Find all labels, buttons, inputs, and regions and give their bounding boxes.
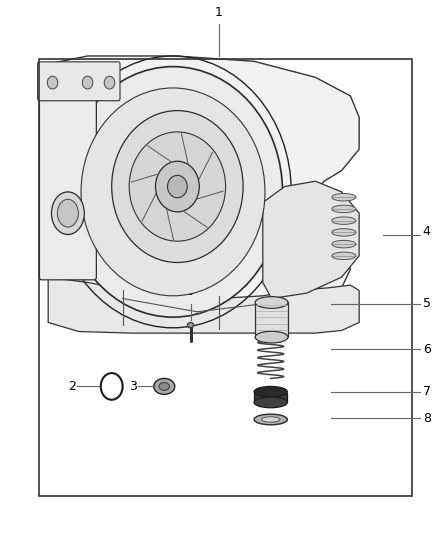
Circle shape <box>47 76 58 89</box>
Ellipse shape <box>155 161 199 212</box>
Bar <box>254 393 287 402</box>
Ellipse shape <box>254 397 287 408</box>
Text: 9: 9 <box>187 286 194 298</box>
Ellipse shape <box>168 175 187 198</box>
Ellipse shape <box>112 111 243 263</box>
Circle shape <box>104 76 115 89</box>
Text: 2: 2 <box>68 380 76 393</box>
Polygon shape <box>263 181 359 298</box>
Ellipse shape <box>261 417 280 422</box>
Text: 7: 7 <box>423 385 431 398</box>
Ellipse shape <box>154 378 175 394</box>
Ellipse shape <box>52 192 84 235</box>
FancyBboxPatch shape <box>39 83 96 280</box>
Text: 1: 1 <box>215 6 223 19</box>
Ellipse shape <box>64 67 283 317</box>
Ellipse shape <box>57 199 78 227</box>
Ellipse shape <box>129 132 226 241</box>
Ellipse shape <box>332 205 356 213</box>
Ellipse shape <box>255 331 288 343</box>
Ellipse shape <box>81 88 265 296</box>
FancyBboxPatch shape <box>38 62 120 101</box>
Ellipse shape <box>332 252 356 260</box>
Ellipse shape <box>332 240 356 248</box>
Text: 5: 5 <box>423 297 431 310</box>
Polygon shape <box>48 56 359 322</box>
Ellipse shape <box>332 217 356 224</box>
Polygon shape <box>48 277 359 333</box>
Text: 3: 3 <box>129 380 137 393</box>
Ellipse shape <box>254 414 287 425</box>
Circle shape <box>82 76 93 89</box>
Ellipse shape <box>332 193 356 201</box>
Ellipse shape <box>159 383 170 390</box>
Ellipse shape <box>187 322 194 328</box>
Ellipse shape <box>254 386 287 397</box>
Text: 8: 8 <box>423 412 431 425</box>
Ellipse shape <box>332 229 356 236</box>
Bar <box>255 302 288 337</box>
Bar <box>39 59 412 496</box>
Text: 6: 6 <box>423 343 431 356</box>
Ellipse shape <box>255 296 288 308</box>
Text: 4: 4 <box>423 225 431 238</box>
